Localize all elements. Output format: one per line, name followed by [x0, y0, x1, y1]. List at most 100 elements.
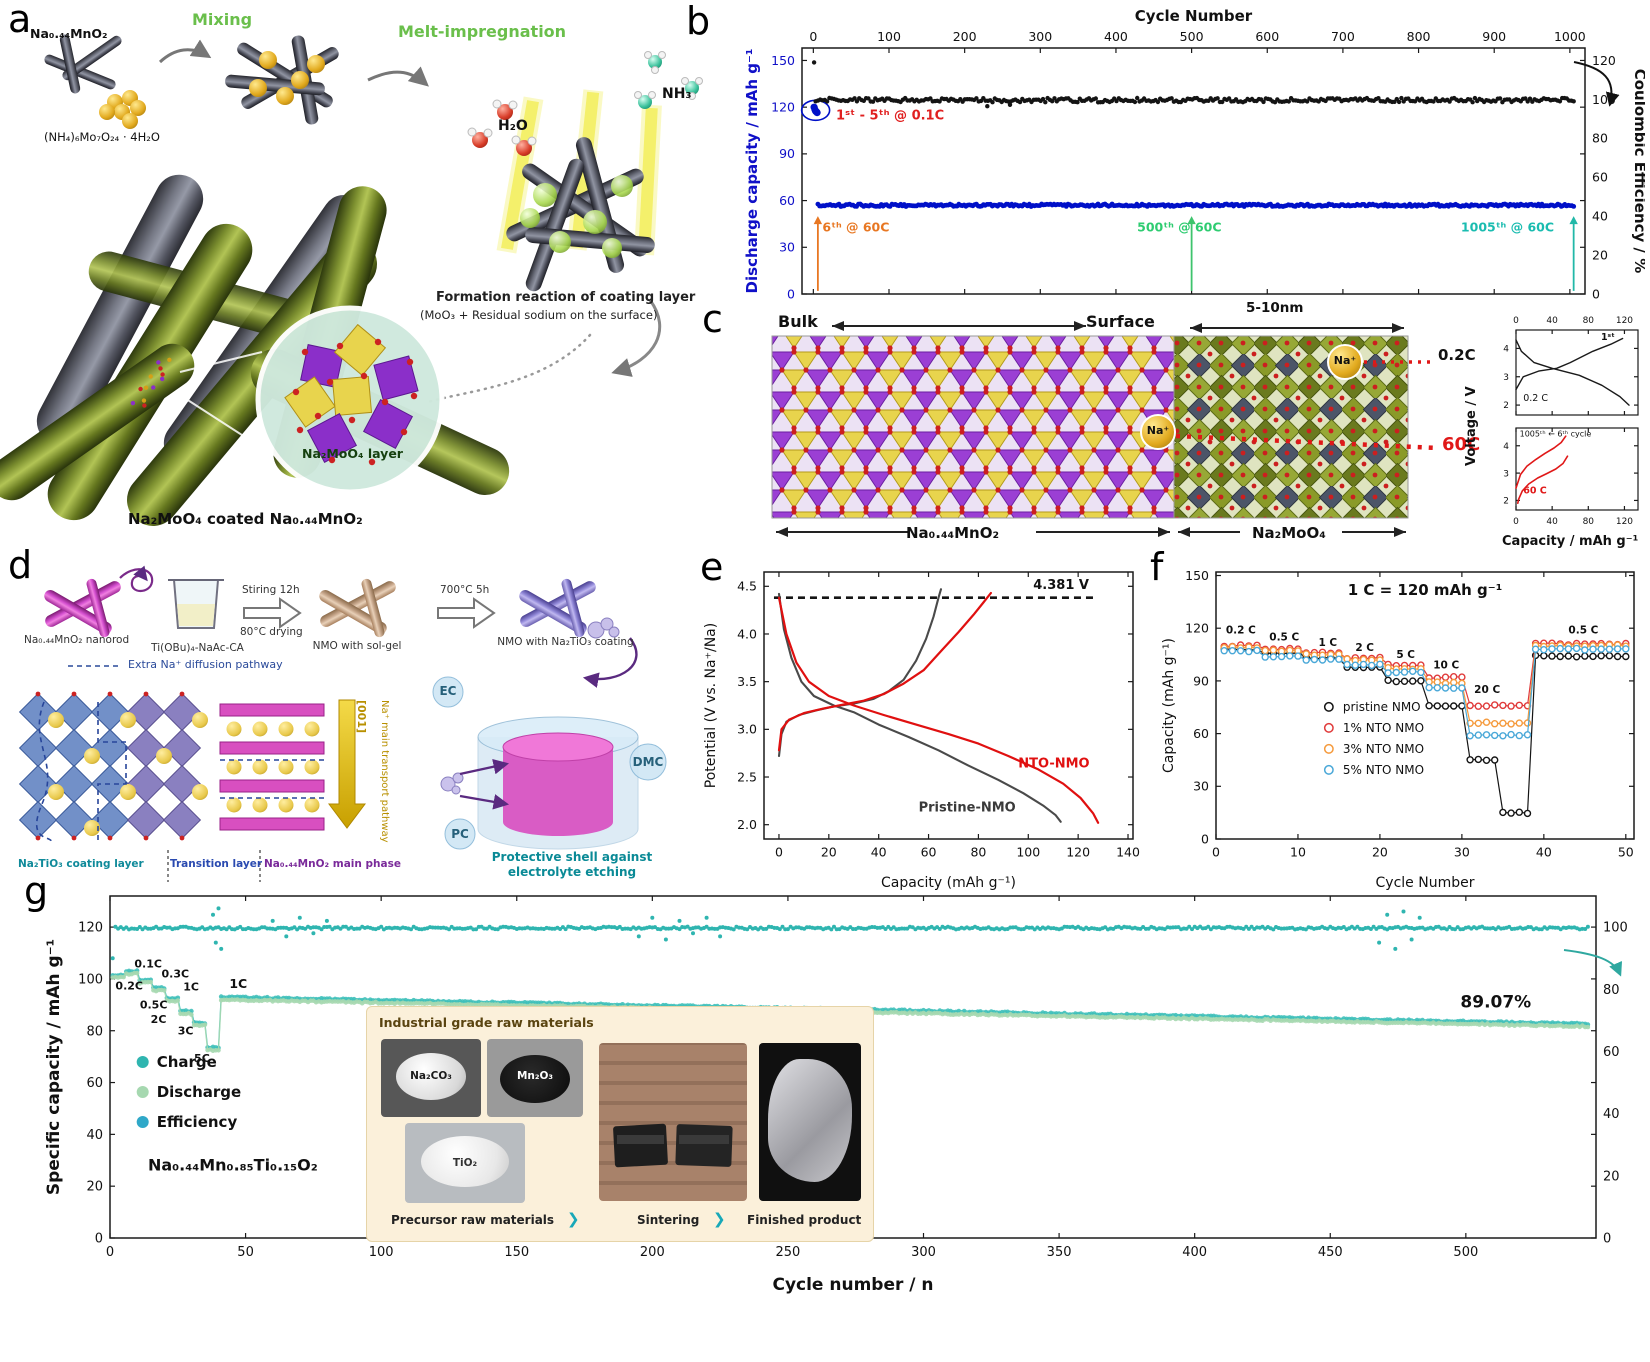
zoom-connector-line [179, 351, 263, 373]
chart-annotation: 4.381 V [1033, 578, 1089, 593]
long-cycling-chart: 0 50 100 150 200 250 300 350 400 450 500 0 20 40 60 80 1… [44, 886, 1646, 1298]
svg-text:0: 0 [106, 1245, 114, 1260]
svg-text:0: 0 [809, 29, 817, 44]
svg-text:350: 350 [1047, 1245, 1072, 1260]
panel-label-e: e [700, 545, 724, 589]
panel-label-c: c [702, 297, 723, 341]
svg-text:80: 80 [970, 845, 986, 860]
svg-text:150: 150 [1185, 568, 1209, 583]
main-phase-label: Na₀.₄₄MnO₂ main phase [264, 858, 401, 870]
to-electrode-swirl-arrow-icon [582, 637, 638, 688]
svg-text:200: 200 [640, 1245, 665, 1260]
svg-text:120: 120 [1592, 53, 1616, 68]
svg-text:400: 400 [1182, 1245, 1207, 1260]
na-ion-sphere [1140, 414, 1176, 450]
sintering-caption: Sintering [637, 1213, 700, 1227]
chart-annotation: 0.5 C [1568, 624, 1598, 636]
svg-text:3: 3 [1503, 373, 1509, 383]
chart-annotation: Pristine-NMO [919, 800, 1016, 815]
series-nto-charge [777, 591, 992, 752]
x-axis-title: Cycle Number [1376, 875, 1475, 891]
tio2-photo: TiO₂ [405, 1123, 525, 1203]
series-charge-0.2C [1515, 337, 1624, 391]
panel-c-illustration [771, 321, 1439, 537]
x-axis-title: Capacity (mAh g⁻¹) [881, 875, 1016, 891]
precursor-salt-label: (NH₄)₆Mo₇O₂₄ · 4H₂O [44, 130, 160, 144]
panel-d-illustration [18, 565, 667, 882]
series-discharge-0.2C [1515, 339, 1630, 406]
chart-annotation: 1C [229, 976, 247, 991]
high-rate-voltage-chart: 0 40 80 120 2 3 4 1005ᵗʰ ← 6ᵗʰ cycle 60 C [1494, 424, 1646, 527]
svg-text:3: 3 [1503, 469, 1509, 479]
dmc-label: DMC [632, 755, 664, 769]
magenta-nanorods-icon [44, 578, 121, 638]
surface-label: Surface [1086, 312, 1155, 331]
svg-text:60: 60 [1193, 726, 1209, 741]
bulk-surface-span-arrow-icon [832, 321, 1086, 331]
mixing-label: Mixing [192, 10, 253, 29]
chart-long-cycling: 0 50 100 150 200 250 300 350 400 450 5000204060801… [44, 895, 1628, 1295]
svg-text:80: 80 [86, 1024, 103, 1039]
water-molecules-icon [467, 99, 537, 156]
phase-right-label: Na₂MoO₄ [1252, 524, 1326, 542]
svg-text:500: 500 [1453, 1245, 1478, 1260]
h2o-label: H₂O [498, 118, 528, 134]
surface-thickness-arrow-icon [1190, 323, 1404, 333]
precursor-nanorods-icon [44, 34, 122, 94]
svg-text:100: 100 [877, 29, 901, 44]
svg-text:120: 120 [771, 100, 795, 115]
svg-text:450: 450 [1318, 1245, 1343, 1260]
efficiency-pointer-arrow-icon [1563, 949, 1623, 977]
process-arrow-icon [243, 597, 302, 629]
svg-text:60: 60 [1603, 1045, 1620, 1060]
na-ion-sphere [1327, 344, 1363, 380]
svg-text:300: 300 [911, 1245, 936, 1260]
svg-text:120: 120 [1616, 517, 1633, 526]
svg-text:40: 40 [1546, 517, 1558, 526]
chart-annotation: 1005ᵗʰ @ 60C [1461, 220, 1554, 235]
legend-label: pristine NMO [1343, 700, 1421, 714]
industrial-process-inset: Industrial grade raw materials Na₂CO₃ Mn… [366, 1006, 874, 1242]
inset-capacity-axis-label: Capacity / mAh g⁻¹ [1502, 534, 1639, 549]
coated-nanorods-icon [519, 578, 620, 639]
svg-text:120: 120 [1616, 316, 1633, 326]
ammonium-molybdate-cluster-icon [99, 90, 146, 129]
svg-text:0: 0 [95, 1232, 103, 1247]
chart-annotation: 10 C [1433, 660, 1459, 672]
series-charge-60C [1515, 435, 1567, 489]
pour-swirl-arrow-icon [119, 565, 154, 593]
transport-direction-arrow-icon [328, 699, 366, 829]
svg-text:2: 2 [1503, 497, 1509, 507]
svg-text:2: 2 [1503, 401, 1509, 411]
svg-text:40: 40 [871, 845, 887, 860]
chart-cycling-performance: 0 100 200 300 400 500 600 700 800 900 100003060901… [743, 7, 1649, 301]
series-pristine-discharge [777, 592, 1062, 823]
pc-bubble-icon [444, 818, 476, 850]
chart-annotation: 89.07% [1460, 992, 1531, 1012]
svg-text:4.5: 4.5 [737, 579, 757, 594]
svg-text:40: 40 [1603, 1107, 1620, 1122]
transition-layer-label: Transition layer [170, 858, 263, 870]
svg-text:100: 100 [78, 972, 103, 987]
panel-a-illustration [0, 34, 703, 526]
electrode-cylinder-icon [432, 676, 667, 850]
panel-label-f: f [1150, 545, 1164, 589]
svg-text:20: 20 [1603, 1169, 1620, 1184]
svg-text:3.5: 3.5 [737, 674, 757, 689]
tio2-label: TiO₂ [452, 1156, 478, 1169]
svg-text:400: 400 [1104, 29, 1128, 44]
solgel-label: NMO with sol-gel [312, 640, 402, 652]
formation-reaction-label: Formation reaction of coating layer [436, 290, 696, 305]
chart-annotation: 2 C [1355, 642, 1374, 654]
mn2o3-label: Mn₂O₃ [516, 1070, 554, 1083]
chevron-icon: ❯ [567, 1210, 580, 1228]
rate-0.2C-label: 0.2C [1438, 346, 1476, 364]
svg-text:1000: 1000 [1554, 29, 1586, 44]
svg-text:40: 40 [1546, 316, 1558, 326]
svg-text:60: 60 [921, 845, 937, 860]
svg-text:0: 0 [1513, 316, 1519, 326]
svg-text:2.0: 2.0 [737, 817, 757, 832]
panel-label-d: d [8, 543, 33, 587]
bulk-structure-region [771, 335, 1175, 519]
dmc-bubble-icon [629, 743, 667, 781]
